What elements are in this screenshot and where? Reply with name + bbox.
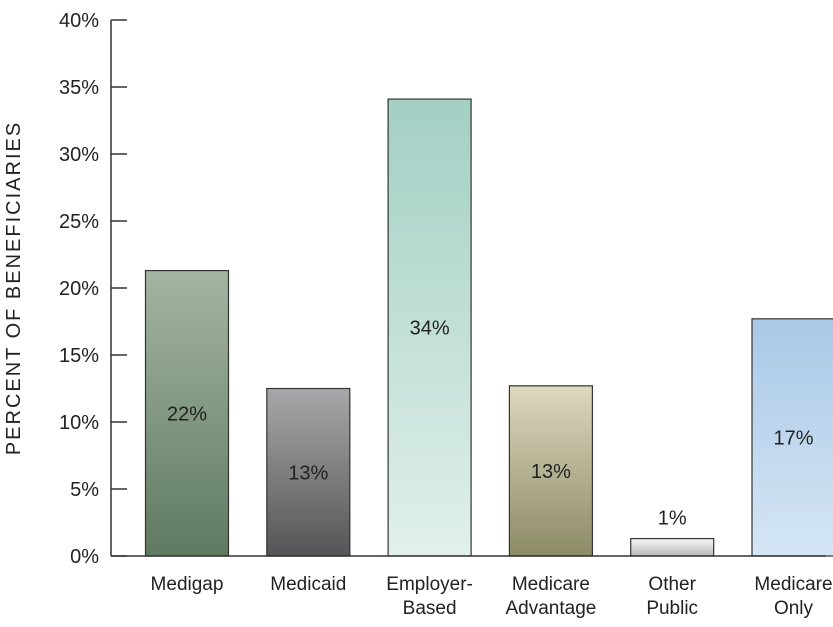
bar [144,269,230,557]
value-label: 22% [167,403,207,425]
x-category-label: Employer- [386,574,473,595]
y-tick-label: 40% [59,10,99,32]
x-category-label: Medigap [151,574,224,595]
value-label: 34% [410,318,450,340]
x-axis-labels: Medigap Medicaid Employer- Based Medicare Adv… [151,574,833,619]
y-tick-label: 10% [59,412,99,434]
y-tick-label: 35% [59,77,99,99]
x-category-label: Medicare [512,574,590,595]
y-tick-label: 0% [70,546,99,568]
value-label: 13% [288,462,328,484]
x-category-label: Advantage [505,598,596,619]
bars [144,98,833,557]
y-tick-label: 5% [70,479,99,501]
y-tick-label: 30% [59,144,99,166]
x-category-label: Only [774,598,814,619]
x-category-label: Medicaid [270,574,346,595]
axes [110,20,826,557]
x-category-label: Based [403,598,457,619]
x-category-label: Medicare [754,574,832,595]
y-tick-label: 25% [59,211,99,233]
y-tick-label: 15% [59,345,99,367]
x-category-label: Other [648,574,696,595]
x-category-label: Public [646,598,698,619]
bar [630,537,715,557]
value-label: 1% [658,508,687,530]
value-label: 13% [531,461,571,483]
y-axis-title: PERCENT OF BENEFICIARIES [3,121,25,455]
y-tick-label: 20% [59,278,99,300]
value-label: 17% [773,427,813,449]
y-axis-ticks: 0% 5% 10% 15% 20% 25% 30% 35% 40% [59,10,127,568]
value-labels: 22% 13% 34% 13% 1% 17% [167,318,814,530]
